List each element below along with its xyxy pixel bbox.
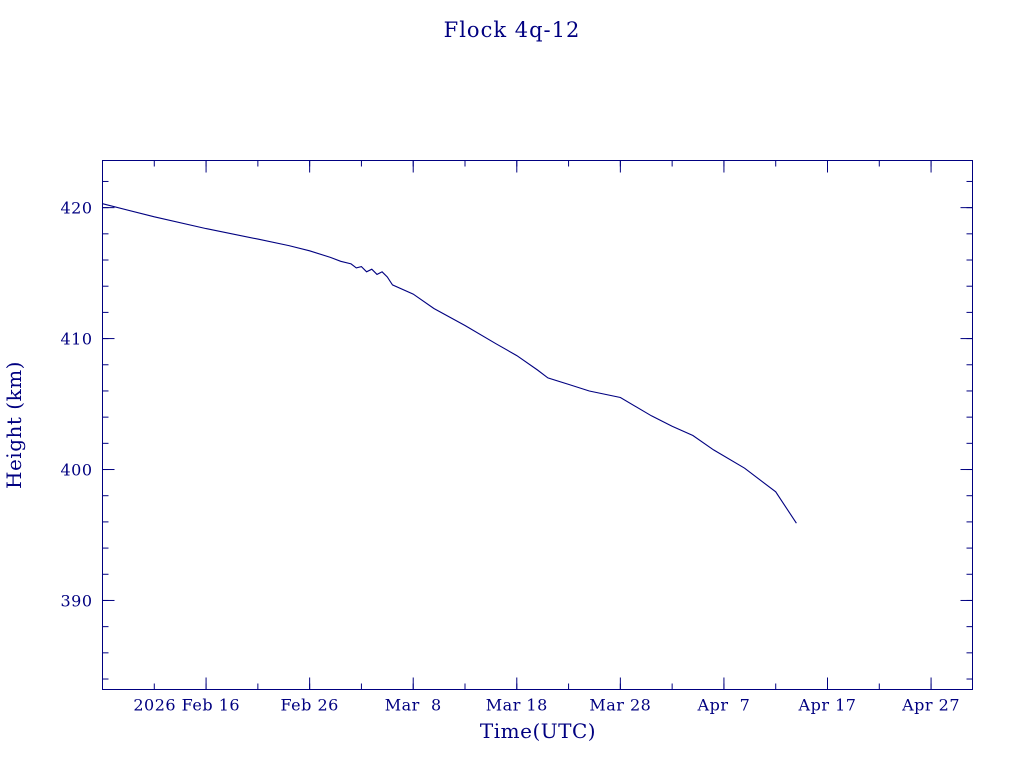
y-tick-label: 390: [60, 591, 92, 610]
x-tick-label: Mar 18: [486, 696, 548, 715]
x-tick-label: Mar 28: [589, 696, 651, 715]
x-axis-label: Time(UTC): [480, 719, 596, 743]
y-tick-label: 400: [60, 461, 92, 480]
series-line-height: [102, 203, 797, 524]
x-tick-label: Apr 27: [901, 696, 960, 715]
x-tick-label: Feb 26: [280, 696, 338, 715]
y-axis-label: Height (km): [2, 361, 26, 489]
chart-title: Flock 4q-12: [444, 18, 581, 42]
x-tick-label: 2026 Feb 16: [133, 696, 240, 715]
axis-tick-labels: 2026 Feb 16 Feb 26 Mar 8 Mar 18 Mar 28 Apr 7 A…: [60, 199, 960, 715]
axis-ticks: [102, 160, 973, 690]
x-tick-label: Apr 7: [697, 696, 751, 715]
y-tick-label: 420: [60, 199, 92, 218]
y-tick-label: 410: [60, 330, 92, 349]
plot-frame: [102, 160, 973, 690]
x-tick-label: Mar 8: [385, 696, 442, 715]
x-tick-label: Apr 17: [798, 696, 857, 715]
